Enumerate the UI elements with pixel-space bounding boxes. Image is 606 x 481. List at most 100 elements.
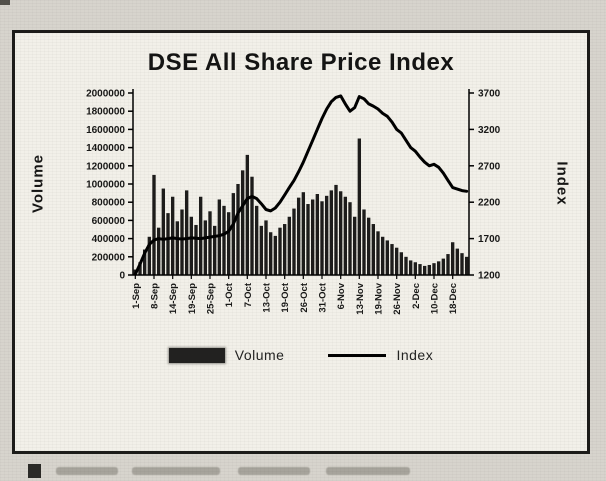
volume-bar: [254, 205, 259, 275]
volume-bar: [376, 231, 380, 275]
volume-bar: [422, 265, 427, 275]
right-axis-title: Index: [553, 161, 571, 206]
legend: Volume Index: [15, 347, 587, 363]
volume-bar: [385, 240, 390, 275]
volume-bar: [324, 195, 329, 275]
volume-bar: [208, 211, 212, 275]
volume-bar: [334, 184, 338, 275]
volume-bar: [292, 208, 296, 275]
volume-bar: [180, 209, 184, 275]
volume-bar: [203, 220, 208, 275]
volume-bar: [138, 262, 142, 275]
volume-bar: [464, 256, 469, 275]
volume-bar: [264, 220, 268, 275]
volume-bar: [320, 201, 324, 275]
volume-bar: [366, 217, 371, 275]
volume-bar: [436, 261, 441, 275]
volume-bar: [460, 253, 464, 275]
volume-bar: [450, 242, 455, 275]
volume-bar: [166, 213, 170, 275]
volume-bar: [418, 264, 422, 275]
left-tick-label: 0: [119, 271, 125, 282]
left-axis-title: Volume: [29, 153, 47, 214]
left-tick-label: 400000: [92, 234, 126, 245]
x-tick-label: 18-Dec: [448, 283, 459, 314]
volume-bar: [348, 202, 352, 275]
x-tick-label: 6-Nov: [336, 282, 347, 309]
volume-bar: [156, 227, 161, 275]
volume-bar: [427, 264, 432, 275]
legend-volume-swatch: [168, 347, 225, 363]
left-tick-label: 800000: [92, 198, 126, 209]
volume-bar: [273, 235, 278, 275]
x-tick-label: 8-Sep: [150, 283, 161, 309]
volume-bar: [189, 216, 194, 275]
volume-bar: [371, 224, 376, 275]
volume-bar: [352, 216, 357, 275]
volume-bar: [287, 216, 292, 275]
x-tick-label: 13-Nov: [355, 282, 366, 314]
volume-bar: [198, 196, 203, 275]
volume-bar: [278, 227, 282, 275]
chart-frame: DSE All Share Price Index 0 200000 400000 6…: [12, 30, 590, 454]
volume-bar: [357, 138, 362, 275]
x-tick-label: 19-Oct: [280, 282, 291, 312]
volume-bar: [184, 190, 189, 275]
right-tick-label: 3200: [478, 125, 501, 136]
right-tick-label: 2200: [478, 198, 501, 209]
chart-area: 0 200000 400000 600000 800000 1000000 1200000 1…: [21, 79, 581, 331]
left-tick-label: 1000000: [86, 180, 125, 191]
left-tick-label: 1200000: [86, 161, 125, 172]
volume-bar: [259, 225, 264, 275]
volume-bar: [175, 221, 180, 275]
volume-bar: [306, 204, 310, 275]
left-tick-label: 1600000: [86, 125, 125, 136]
volume-bar: [380, 236, 385, 275]
x-tick-label: 14-Sep: [168, 283, 179, 314]
right-tick-label: 1200: [478, 271, 501, 282]
volume-bar: [245, 154, 250, 275]
volume-bar: [217, 199, 222, 275]
volume-bar: [212, 225, 217, 275]
volume-bar: [268, 232, 273, 275]
left-tick-label: 2000000: [86, 89, 125, 100]
x-tick-label: 19-Nov: [374, 282, 385, 314]
right-tick-label: 1700: [478, 234, 501, 245]
volume-bar: [170, 196, 175, 275]
scan-artifact-smudge: [132, 467, 220, 475]
scan-artifact-caption-glyph: [28, 464, 41, 478]
index-line-series: [133, 94, 469, 276]
volume-bar: [142, 249, 147, 275]
volume-bar: [399, 252, 404, 275]
volume-bar: [394, 247, 399, 275]
x-tick-label: 25-Sep: [206, 283, 217, 314]
x-tick-label: 13-Oct: [262, 282, 273, 312]
legend-volume-label: Volume: [234, 347, 285, 363]
x-tick-label: 10-Dec: [430, 283, 441, 314]
volume-bar: [296, 197, 301, 275]
volume-bar: [282, 224, 287, 275]
volume-bar: [455, 248, 460, 275]
legend-index-label: Index: [396, 347, 434, 363]
volume-bar: [226, 212, 231, 275]
scan-artifact-smudge: [326, 467, 410, 475]
scan-artifact-smudge: [238, 467, 310, 475]
volume-bar: [310, 199, 315, 275]
volume-bar: [301, 192, 306, 275]
x-tick-label: 1-Sep: [131, 283, 142, 309]
volume-bar: [343, 196, 348, 275]
legend-index-line: [328, 353, 387, 357]
volume-bar: [222, 205, 226, 275]
volume-bar: [362, 209, 366, 275]
volume-bar: [413, 262, 418, 275]
volume-bar: [236, 184, 240, 275]
volume-bar: [231, 193, 236, 275]
x-tick-label: 26-Nov: [392, 282, 403, 314]
right-tick-label: 3700: [478, 89, 501, 100]
volume-bar: [408, 260, 413, 275]
volume-bar: [441, 258, 446, 275]
chart-title: DSE All Share Price Index: [147, 49, 455, 76]
x-tick-label: 2-Dec: [411, 283, 422, 309]
volume-bar: [194, 224, 198, 275]
